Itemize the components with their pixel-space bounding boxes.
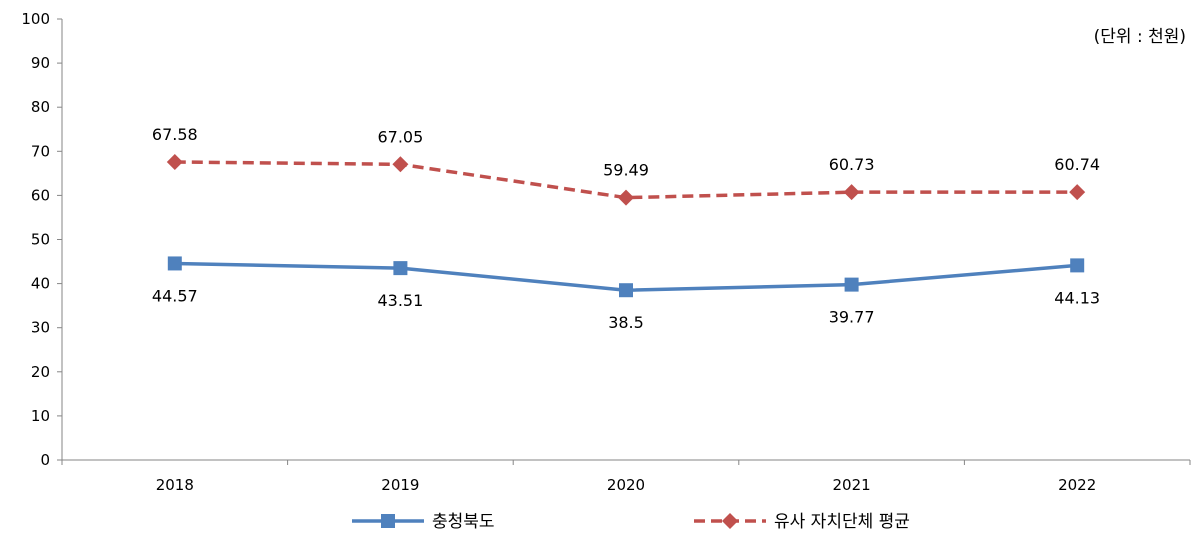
chart-series (166, 153, 1086, 298)
x-tick-label: 2021 (833, 476, 871, 494)
series-line-1 (174, 160, 1078, 200)
chart-axes: 0 10 20 30 40 50 60 70 80 90 100 2018 2019 2020 2021 20… (21, 10, 1191, 494)
data-label: 59.49 (603, 161, 649, 180)
data-point-marker (844, 277, 859, 292)
y-tick-label: 20 (31, 363, 50, 381)
data-point-marker (167, 256, 182, 271)
data-label: 38.5 (608, 313, 644, 332)
data-label: 44.13 (1054, 288, 1100, 307)
y-tick-label: 60 (31, 186, 50, 204)
data-point-marker (843, 184, 860, 201)
y-tick-label: 50 (31, 231, 50, 249)
y-tick-label: 90 (31, 54, 50, 72)
legend-swatch-marker (381, 514, 395, 528)
legend-label: 충청북도 (432, 512, 495, 532)
data-point-marker (392, 156, 409, 173)
legend-label: 유사 자치단체 평균 (774, 512, 910, 532)
x-tick-label: 2022 (1058, 476, 1096, 494)
y-tick-label: 10 (31, 407, 50, 425)
data-label: 44.57 (152, 286, 198, 305)
data-label: 43.51 (377, 291, 423, 310)
legend-swatch-marker (722, 513, 738, 529)
data-label: 39.77 (829, 308, 875, 327)
chart-data-labels: 44.57 43.51 38.5 39.77 44.13 67.58 67.05 59.49 6… (152, 125, 1100, 332)
y-tick-label: 70 (31, 142, 50, 160)
x-tick-label: 2019 (381, 476, 419, 494)
unit-label: (단위 : 천원) (1094, 27, 1186, 47)
data-point-marker (618, 189, 634, 206)
data-label: 60.73 (829, 155, 875, 174)
data-point-marker (393, 261, 408, 276)
y-tick-label: 30 (31, 319, 50, 337)
data-label: 60.74 (1054, 155, 1100, 174)
y-tick-label: 0 (40, 451, 50, 469)
data-point-marker (1070, 258, 1085, 273)
y-tick-label: 100 (21, 10, 50, 28)
data-label: 67.05 (377, 127, 423, 146)
y-tick-label: 80 (31, 98, 50, 116)
y-tick-label: 40 (31, 275, 50, 293)
data-label: 67.58 (152, 125, 198, 144)
data-point-marker (166, 153, 183, 170)
data-point-marker (1069, 184, 1086, 201)
chart-legend: 충청북도 유사 자치단체 평균 (352, 512, 910, 532)
x-tick-label: 2018 (156, 476, 194, 494)
data-point-marker (619, 283, 633, 298)
x-tick-label: 2020 (607, 476, 645, 494)
